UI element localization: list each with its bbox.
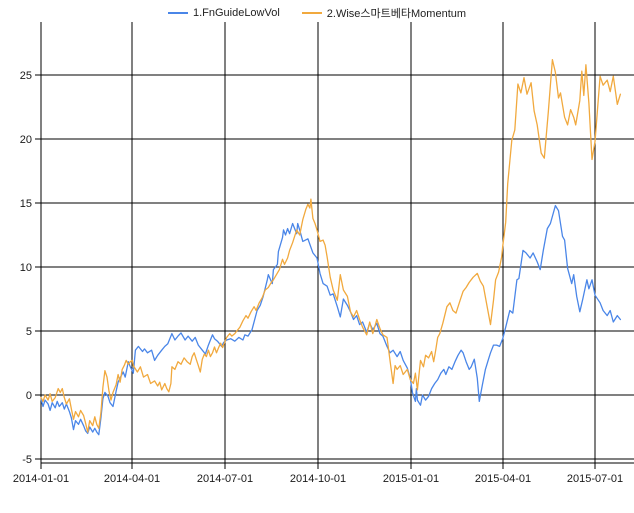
svg-text:0: 0: [26, 390, 32, 402]
svg-text:10: 10: [20, 262, 32, 274]
svg-text:2014-04-01: 2014-04-01: [104, 473, 160, 485]
series1-line-swatch: [167, 12, 188, 14]
svg-text:2015-04-01: 2015-04-01: [475, 473, 531, 485]
series2-line-swatch: [301, 12, 322, 14]
svg-text:-5: -5: [22, 454, 32, 466]
svg-text:5: 5: [26, 326, 32, 338]
legend: 1.FnGuideLowVol 2.Wise스마트베타Momentum: [0, 5, 634, 21]
svg-text:2014-07-01: 2014-07-01: [197, 473, 253, 485]
svg-text:2015-07-01: 2015-07-01: [567, 473, 623, 485]
legend-item-wise-momentum: 2.Wise스마트베타Momentum: [301, 5, 467, 21]
svg-text:2015-01-01: 2015-01-01: [383, 473, 439, 485]
legend-item-fnguidelowvol: 1.FnGuideLowVol: [167, 7, 280, 19]
legend-label-series1: 1.FnGuideLowVol: [192, 7, 280, 19]
series-line-1.FnGuideLowVol: [40, 204, 622, 436]
svg-text:2014-10-01: 2014-10-01: [290, 473, 346, 485]
legend-label-series2: 2.Wise스마트베타Momentum: [326, 8, 467, 20]
svg-text:25: 25: [20, 70, 32, 82]
svg-text:2014-01-01: 2014-01-01: [13, 473, 69, 485]
series-line-2.Wise스마트베타Momentum: [40, 58, 622, 433]
svg-text:15: 15: [20, 198, 32, 210]
svg-text:20: 20: [20, 134, 32, 146]
